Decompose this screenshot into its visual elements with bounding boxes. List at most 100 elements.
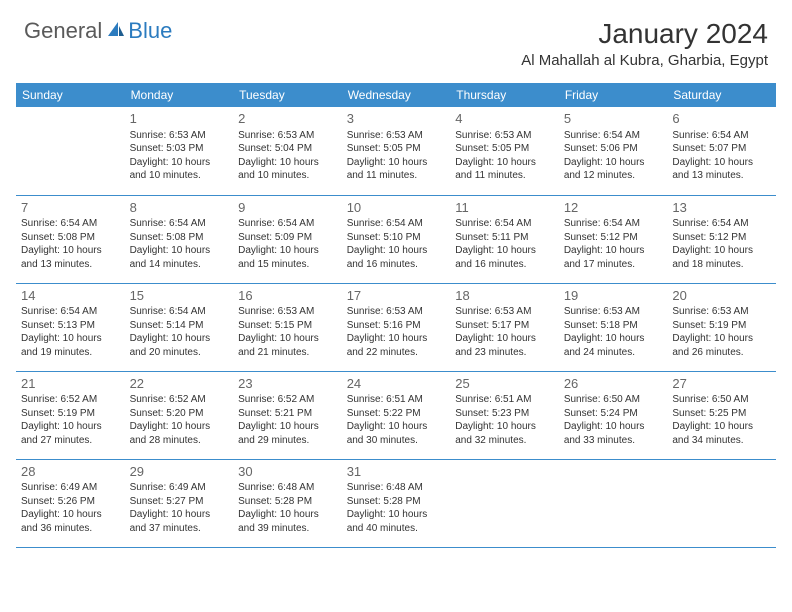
day-number: 11 [455, 199, 554, 217]
sunset-line: Sunset: 5:21 PM [238, 407, 337, 421]
sunrise-line: Sunrise: 6:54 AM [455, 217, 554, 231]
calendar-day-cell: 19Sunrise: 6:53 AMSunset: 5:18 PMDayligh… [559, 283, 668, 371]
day-number: 1 [130, 110, 229, 128]
day-number: 19 [564, 287, 663, 305]
calendar-day-cell: 21Sunrise: 6:52 AMSunset: 5:19 PMDayligh… [16, 371, 125, 459]
calendar-day-cell: 10Sunrise: 6:54 AMSunset: 5:10 PMDayligh… [342, 195, 451, 283]
sunset-line: Sunset: 5:17 PM [455, 319, 554, 333]
day-number: 21 [21, 375, 120, 393]
daylight-line: Daylight: 10 hours and 13 minutes. [21, 244, 120, 271]
sunrise-line: Sunrise: 6:48 AM [238, 481, 337, 495]
calendar-day-cell: 22Sunrise: 6:52 AMSunset: 5:20 PMDayligh… [125, 371, 234, 459]
sunrise-line: Sunrise: 6:53 AM [238, 305, 337, 319]
day-number: 12 [564, 199, 663, 217]
daylight-line: Daylight: 10 hours and 30 minutes. [347, 420, 446, 447]
calendar-day-cell: 1Sunrise: 6:53 AMSunset: 5:03 PMDaylight… [125, 107, 234, 195]
calendar-day-cell: 9Sunrise: 6:54 AMSunset: 5:09 PMDaylight… [233, 195, 342, 283]
sunrise-line: Sunrise: 6:54 AM [564, 217, 663, 231]
daylight-line: Daylight: 10 hours and 37 minutes. [130, 508, 229, 535]
sunrise-line: Sunrise: 6:54 AM [564, 129, 663, 143]
day-number: 10 [347, 199, 446, 217]
sunrise-line: Sunrise: 6:52 AM [130, 393, 229, 407]
daylight-line: Daylight: 10 hours and 23 minutes. [455, 332, 554, 359]
sunrise-line: Sunrise: 6:50 AM [672, 393, 771, 407]
sunset-line: Sunset: 5:27 PM [130, 495, 229, 509]
day-number: 14 [21, 287, 120, 305]
sunrise-line: Sunrise: 6:49 AM [21, 481, 120, 495]
weekday-header: Sunday [16, 83, 125, 107]
daylight-line: Daylight: 10 hours and 32 minutes. [455, 420, 554, 447]
sunrise-line: Sunrise: 6:53 AM [347, 305, 446, 319]
sunset-line: Sunset: 5:08 PM [130, 231, 229, 245]
sunrise-line: Sunrise: 6:50 AM [564, 393, 663, 407]
daylight-line: Daylight: 10 hours and 29 minutes. [238, 420, 337, 447]
sunset-line: Sunset: 5:03 PM [130, 142, 229, 156]
daylight-line: Daylight: 10 hours and 39 minutes. [238, 508, 337, 535]
sunset-line: Sunset: 5:28 PM [238, 495, 337, 509]
sunset-line: Sunset: 5:19 PM [672, 319, 771, 333]
daylight-line: Daylight: 10 hours and 24 minutes. [564, 332, 663, 359]
sunset-line: Sunset: 5:04 PM [238, 142, 337, 156]
calendar-day-cell: 24Sunrise: 6:51 AMSunset: 5:22 PMDayligh… [342, 371, 451, 459]
calendar-day-cell: 17Sunrise: 6:53 AMSunset: 5:16 PMDayligh… [342, 283, 451, 371]
sunset-line: Sunset: 5:19 PM [21, 407, 120, 421]
month-title: January 2024 [521, 18, 768, 50]
sunrise-line: Sunrise: 6:53 AM [130, 129, 229, 143]
calendar-day-cell: 29Sunrise: 6:49 AMSunset: 5:27 PMDayligh… [125, 459, 234, 547]
sunset-line: Sunset: 5:05 PM [347, 142, 446, 156]
day-number: 2 [238, 110, 337, 128]
sunrise-line: Sunrise: 6:54 AM [130, 217, 229, 231]
day-number: 4 [455, 110, 554, 128]
sunset-line: Sunset: 5:15 PM [238, 319, 337, 333]
day-number: 7 [21, 199, 120, 217]
calendar-day-cell: 23Sunrise: 6:52 AMSunset: 5:21 PMDayligh… [233, 371, 342, 459]
sunrise-line: Sunrise: 6:54 AM [21, 305, 120, 319]
calendar-day-cell: 15Sunrise: 6:54 AMSunset: 5:14 PMDayligh… [125, 283, 234, 371]
day-number: 20 [672, 287, 771, 305]
daylight-line: Daylight: 10 hours and 34 minutes. [672, 420, 771, 447]
calendar-week-row: 7Sunrise: 6:54 AMSunset: 5:08 PMDaylight… [16, 195, 776, 283]
daylight-line: Daylight: 10 hours and 16 minutes. [347, 244, 446, 271]
daylight-line: Daylight: 10 hours and 28 minutes. [130, 420, 229, 447]
calendar-day-cell: 11Sunrise: 6:54 AMSunset: 5:11 PMDayligh… [450, 195, 559, 283]
daylight-line: Daylight: 10 hours and 36 minutes. [21, 508, 120, 535]
sunrise-line: Sunrise: 6:53 AM [455, 129, 554, 143]
sunset-line: Sunset: 5:07 PM [672, 142, 771, 156]
brand-part2: Blue [128, 18, 172, 44]
daylight-line: Daylight: 10 hours and 10 minutes. [238, 156, 337, 183]
calendar-day-cell: 25Sunrise: 6:51 AMSunset: 5:23 PMDayligh… [450, 371, 559, 459]
calendar-day-cell: 28Sunrise: 6:49 AMSunset: 5:26 PMDayligh… [16, 459, 125, 547]
calendar-day-cell: 16Sunrise: 6:53 AMSunset: 5:15 PMDayligh… [233, 283, 342, 371]
daylight-line: Daylight: 10 hours and 33 minutes. [564, 420, 663, 447]
sunset-line: Sunset: 5:10 PM [347, 231, 446, 245]
sunset-line: Sunset: 5:18 PM [564, 319, 663, 333]
calendar-day-cell: 4Sunrise: 6:53 AMSunset: 5:05 PMDaylight… [450, 107, 559, 195]
calendar-day-cell: 3Sunrise: 6:53 AMSunset: 5:05 PMDaylight… [342, 107, 451, 195]
weekday-header: Tuesday [233, 83, 342, 107]
calendar-day-cell: 26Sunrise: 6:50 AMSunset: 5:24 PMDayligh… [559, 371, 668, 459]
day-number: 5 [564, 110, 663, 128]
calendar-day-cell: 5Sunrise: 6:54 AMSunset: 5:06 PMDaylight… [559, 107, 668, 195]
daylight-line: Daylight: 10 hours and 15 minutes. [238, 244, 337, 271]
sunset-line: Sunset: 5:08 PM [21, 231, 120, 245]
brand-sail-icon [106, 20, 126, 43]
calendar-day-cell: 6Sunrise: 6:54 AMSunset: 5:07 PMDaylight… [667, 107, 776, 195]
sunset-line: Sunset: 5:22 PM [347, 407, 446, 421]
calendar-day-cell: 31Sunrise: 6:48 AMSunset: 5:28 PMDayligh… [342, 459, 451, 547]
sunset-line: Sunset: 5:23 PM [455, 407, 554, 421]
sunrise-line: Sunrise: 6:53 AM [564, 305, 663, 319]
sunset-line: Sunset: 5:14 PM [130, 319, 229, 333]
calendar-day-cell: 8Sunrise: 6:54 AMSunset: 5:08 PMDaylight… [125, 195, 234, 283]
day-number: 24 [347, 375, 446, 393]
sunrise-line: Sunrise: 6:53 AM [347, 129, 446, 143]
sunrise-line: Sunrise: 6:54 AM [672, 217, 771, 231]
sunset-line: Sunset: 5:16 PM [347, 319, 446, 333]
day-number: 25 [455, 375, 554, 393]
daylight-line: Daylight: 10 hours and 27 minutes. [21, 420, 120, 447]
sunrise-line: Sunrise: 6:51 AM [455, 393, 554, 407]
sunset-line: Sunset: 5:11 PM [455, 231, 554, 245]
sunrise-line: Sunrise: 6:52 AM [238, 393, 337, 407]
sunset-line: Sunset: 5:09 PM [238, 231, 337, 245]
day-number: 29 [130, 463, 229, 481]
calendar-week-row: 21Sunrise: 6:52 AMSunset: 5:19 PMDayligh… [16, 371, 776, 459]
